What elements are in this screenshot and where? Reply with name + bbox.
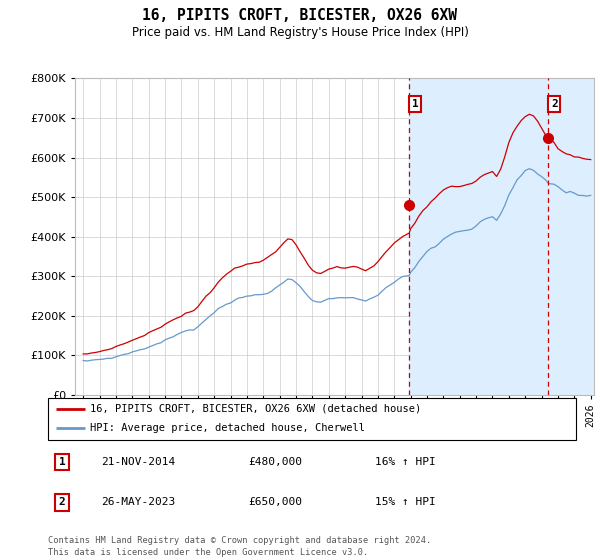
Text: HPI: Average price, detached house, Cherwell: HPI: Average price, detached house, Cher… [90,423,365,433]
Text: Contains HM Land Registry data © Crown copyright and database right 2024.
This d: Contains HM Land Registry data © Crown c… [48,536,431,557]
Bar [548,78,594,395]
Text: 15% ↑ HPI: 15% ↑ HPI [376,497,436,507]
Text: £480,000: £480,000 [248,457,302,467]
Bar [548,78,594,395]
Text: £650,000: £650,000 [248,497,302,507]
Text: 26-MAY-2023: 26-MAY-2023 [101,497,175,507]
Text: 1: 1 [412,99,418,109]
Text: 16, PIPITS CROFT, BICESTER, OX26 6XW: 16, PIPITS CROFT, BICESTER, OX26 6XW [143,8,458,22]
Bar [409,78,548,395]
Text: Price paid vs. HM Land Registry's House Price Index (HPI): Price paid vs. HM Land Registry's House … [131,26,469,39]
Text: 16% ↑ HPI: 16% ↑ HPI [376,457,436,467]
Text: 2: 2 [59,497,65,507]
Text: 2: 2 [551,99,557,109]
Text: 1: 1 [59,457,65,467]
Text: 16, PIPITS CROFT, BICESTER, OX26 6XW (detached house): 16, PIPITS CROFT, BICESTER, OX26 6XW (de… [90,404,421,414]
Text: 21-NOV-2014: 21-NOV-2014 [101,457,175,467]
